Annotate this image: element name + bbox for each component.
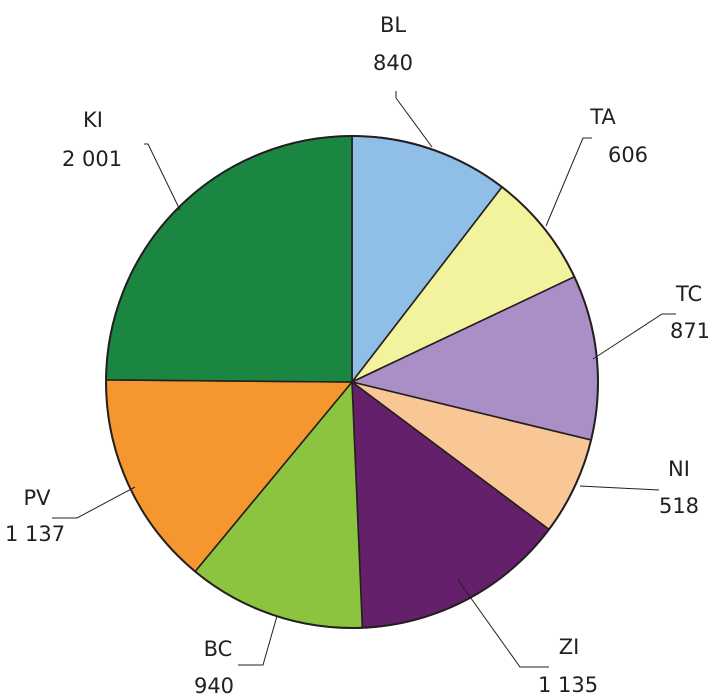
leader-line-ta [545, 137, 592, 227]
leader-line-bc [238, 615, 278, 666]
slice-label-ni: NI [668, 457, 690, 481]
pie-slice-ki [105, 135, 353, 383]
slice-value-pv: 1 137 [5, 522, 65, 546]
pie-outline [105, 135, 599, 629]
leader-lines [52, 91, 676, 668]
slice-value-ta: 606 [608, 143, 648, 167]
slice-label-bc: BC [204, 637, 233, 661]
slice-label-ki: KI [83, 108, 103, 132]
slice-label-pv: PV [23, 486, 51, 510]
slice-value-ki: 2 001 [62, 147, 122, 171]
slice-label-ta: TA [589, 105, 616, 129]
leader-line-zi [457, 579, 549, 668]
slice-label-tc: TC [675, 282, 702, 306]
leader-line-ki [144, 143, 181, 211]
leader-line-bl [395, 91, 433, 148]
leader-line-pv [52, 486, 136, 519]
slice-label-zi: ZI [559, 635, 580, 659]
slice-label-bl: BL [380, 13, 406, 37]
slice-value-bl: 840 [373, 51, 413, 75]
slice-value-ni: 518 [659, 494, 699, 518]
slice-labels: BL 840 TA 606 TC 871 NI 518 ZI 1 135 BC 940 PV 1 137 K… [5, 13, 710, 698]
leader-line-ni [579, 485, 660, 491]
slice-value-tc: 871 [670, 319, 710, 343]
slice-value-zi: 1 135 [538, 673, 598, 697]
slice-value-bc: 940 [194, 674, 234, 698]
leader-line-tc [592, 313, 676, 360]
